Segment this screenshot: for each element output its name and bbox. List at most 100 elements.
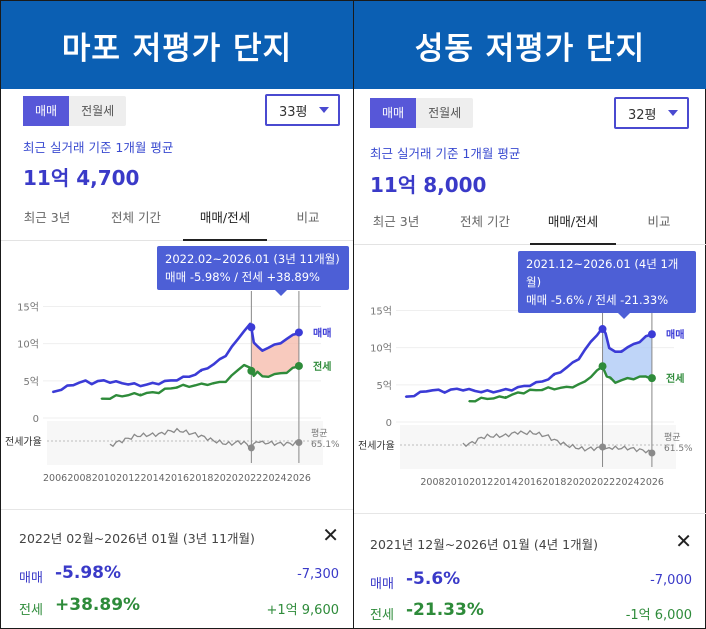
x-tick-label: 2010	[92, 473, 116, 484]
sale-line-point	[404, 395, 407, 398]
toggle-sale[interactable]: 매매	[370, 98, 417, 128]
range-end-point	[294, 361, 303, 370]
jeonse-line-point	[609, 378, 612, 380]
y-tick-label: 10억	[17, 339, 39, 351]
tooltip-period: 2022.02~2026.01 (3년 11개월)	[165, 252, 340, 266]
range-end-point	[598, 362, 607, 371]
tab-recent-3y[interactable]: 최근 3년	[23, 210, 71, 225]
panel-seongdong: 성동 저평가 단지 매매 전월세 32평 최근 실거래 기준 1개월 평균 11…	[354, 1, 706, 629]
sale-line-point	[480, 390, 483, 393]
jeonse-label: 전세	[19, 603, 43, 618]
jeonse-line-point	[541, 388, 543, 391]
tab-recent-3y[interactable]: 최근 3년	[372, 214, 420, 229]
average-price: 11억 8,000	[370, 173, 487, 197]
y-tick-label: 15억	[17, 301, 39, 313]
x-tick-label: 2022	[238, 473, 262, 484]
ratio-label: 전세가율	[5, 436, 42, 448]
sale-series-label: 매매	[313, 326, 331, 339]
ratio-average-label: 평균	[311, 428, 328, 439]
panel-mapo: 마포 저평가 단지 매매 전월세 33평 최근 실거래 기준 1개월 평균 11…	[1, 1, 353, 629]
x-tick-label: 2018	[542, 477, 566, 488]
close-icon[interactable]: ✕	[322, 523, 339, 547]
jeonse-line-point	[212, 382, 215, 385]
tooltip-change: 매매 -5.6% / 전세 -21.33%	[526, 293, 669, 307]
range-tooltip: 2022.02~2026.01 (3년 11개월) 매매 -5.98% / 전세…	[157, 246, 349, 296]
range-end-point	[247, 366, 256, 375]
sale-label: 매매	[370, 577, 394, 592]
sale-label: 매매	[19, 571, 43, 586]
jeonse-line	[469, 365, 653, 403]
sale-line-point	[164, 380, 166, 383]
x-tick-label: 2008	[67, 473, 91, 484]
y-tick-label: 5억	[376, 380, 392, 392]
size-select[interactable]: 32평	[614, 97, 689, 129]
summary-row-jeonse: 전세 +38.89% +1억 9,600	[19, 595, 339, 619]
ratio-point	[648, 449, 656, 457]
summary-row-sale: 매매 -5.6% -7,000	[370, 569, 692, 593]
jeonse-line-point	[100, 397, 103, 400]
panel-divider	[353, 1, 354, 629]
average-price: 11억 4,700	[23, 166, 140, 190]
ratio-point	[599, 443, 607, 451]
price-basis-label: 최근 실거래 기준 1개월 평균	[370, 146, 521, 161]
x-tick-label: 2018	[189, 473, 213, 484]
panel-title: 성동 저평가 단지	[354, 1, 706, 89]
jeonse-label: 전세	[370, 608, 394, 623]
range-summary: 2021년 12월~2026년 01월 (4년 1개월) ✕ 매매 -5.6% …	[354, 513, 706, 629]
sale-change-pct: -5.98%	[55, 563, 122, 583]
y-tick-label: 5억	[23, 376, 39, 388]
x-tick-label: 2014	[494, 477, 518, 488]
tab-all-period[interactable]: 전체 기간	[460, 214, 510, 229]
ratio-line	[462, 429, 653, 454]
range-end-point	[647, 330, 656, 339]
sale-line-point	[620, 349, 623, 352]
range-end-point	[647, 374, 656, 383]
period-tabs: 최근 3년 전체 기간 매매/전세 비교	[354, 203, 706, 245]
x-tick-label: 2014	[141, 473, 165, 484]
sale-line-point	[127, 382, 130, 385]
sale-line-point	[443, 390, 446, 393]
range-tooltip: 2021.12~2026.01 (4년 1개월) 매매 -5.6% / 전세 -…	[518, 251, 696, 319]
tab-compare[interactable]: 비교	[296, 210, 320, 225]
size-select[interactable]: 33평	[265, 94, 340, 126]
y-tick-label: 0	[386, 418, 392, 429]
ratio-average-label: 65.1%	[311, 440, 340, 450]
chevron-down-icon	[319, 107, 329, 113]
x-tick-label: 2020	[567, 477, 591, 488]
tab-sale-jeonse[interactable]: 매매/전세	[530, 203, 616, 245]
x-tick-label: 2026	[287, 473, 311, 484]
toggle-rent[interactable]: 전월세	[81, 104, 115, 118]
y-tick-label: 10억	[370, 343, 392, 355]
panel-title: 마포 저평가 단지	[1, 1, 353, 89]
ratio-band	[400, 425, 676, 469]
ratio-line	[109, 427, 300, 451]
toggle-sale[interactable]: 매매	[23, 96, 70, 126]
jeonse-line-point	[279, 372, 282, 375]
ratio-label: 전세가율	[358, 440, 395, 452]
ratio-point	[247, 444, 255, 452]
x-tick-label: 2016	[165, 473, 189, 484]
jeonse-series-label: 전세	[666, 372, 684, 385]
sale-line-point	[553, 374, 556, 376]
jeonse-change-pct: +38.89%	[55, 595, 141, 615]
toggle-rent[interactable]: 전월세	[428, 106, 462, 120]
trade-type-toggle: 매매 전월세	[23, 96, 127, 126]
sale-series-label: 매매	[666, 328, 684, 341]
x-tick-label: 2006	[43, 473, 67, 484]
trade-type-toggle: 매매 전월세	[370, 98, 474, 128]
x-tick-label: 2022	[591, 477, 615, 488]
sale-line	[52, 322, 300, 394]
tab-all-period[interactable]: 전체 기간	[111, 210, 161, 225]
jeonse-series-label: 전세	[313, 360, 331, 373]
range-end-point	[598, 325, 607, 334]
tab-sale-jeonse[interactable]: 매매/전세	[183, 199, 267, 241]
sale-change-amount: -7,300	[297, 567, 339, 582]
ratio-average-label: 61.5%	[664, 444, 693, 454]
jeonse-line-point	[577, 384, 580, 386]
sale-line-point	[261, 348, 264, 351]
x-tick-label: 2012	[469, 477, 493, 488]
close-icon[interactable]: ✕	[675, 529, 692, 553]
tab-compare[interactable]: 비교	[647, 214, 671, 229]
